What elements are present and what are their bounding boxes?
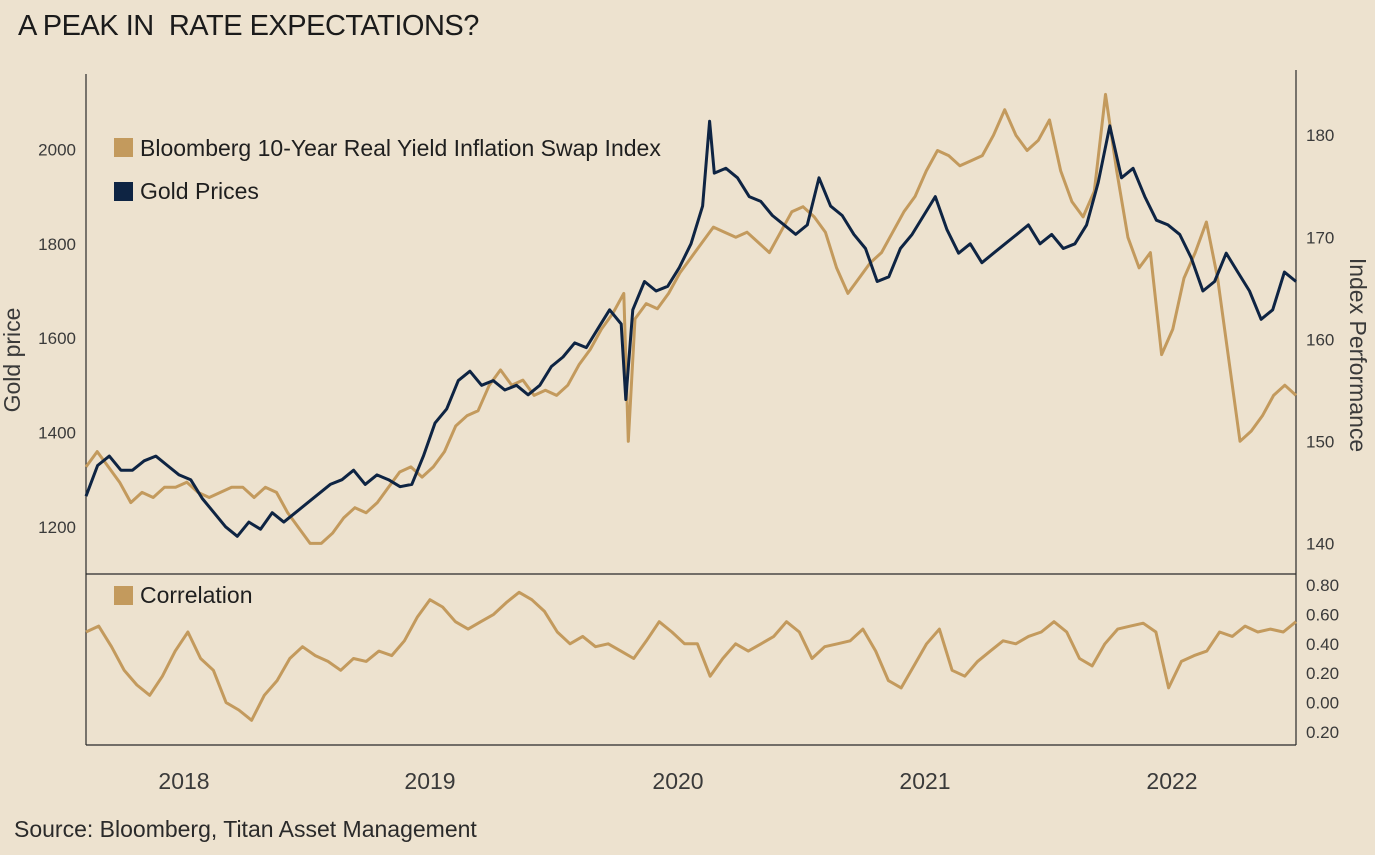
correlation-tick-label: 0.20 [1306, 723, 1339, 742]
x-tick-labels: 2018 2019 2020 2021 2022 [158, 768, 1197, 794]
legend-swatch-swap [114, 138, 133, 157]
correlation-tick-label: 0.60 [1306, 605, 1339, 624]
correlation-tick-label: 0.40 [1306, 635, 1339, 654]
gold-price-series-line [84, 119, 1297, 538]
left-tick-label: 1400 [38, 423, 76, 442]
right-tick-label: 170 [1306, 228, 1334, 247]
correlation-tick-label: 0.80 [1306, 576, 1339, 595]
correlation-series-line [85, 590, 1297, 722]
swap-index-series-line [84, 92, 1298, 545]
correlation-tick-label: 0.00 [1306, 694, 1339, 713]
left-tick-label: 2000 [38, 140, 76, 159]
right-tick-labels: 140 150 160 170 180 [1306, 126, 1334, 553]
legend-label-swap: Bloomberg 10-Year Real Yield Inflation S… [140, 135, 661, 161]
left-tick-label: 1200 [38, 518, 76, 537]
x-tick-label: 2022 [1146, 768, 1197, 794]
chart-title: A PEAK IN RATE EXPECTATIONS? [18, 10, 479, 42]
right-tick-label: 150 [1306, 432, 1334, 451]
correlation-tick-labels: 0.80 0.60 0.40 0.20 0.00 0.20 [1306, 576, 1339, 742]
left-tick-label: 1800 [38, 235, 76, 254]
x-tick-label: 2020 [652, 768, 703, 794]
legend-label-gold: Gold Prices [140, 178, 259, 204]
x-tick-label: 2018 [158, 768, 209, 794]
x-tick-label: 2019 [404, 768, 455, 794]
source-note: Source: Bloomberg, Titan Asset Managemen… [14, 816, 477, 842]
left-tick-label: 1600 [38, 329, 76, 348]
correlation-tick-label: 0.20 [1306, 664, 1339, 683]
left-axis-title: Gold price [0, 308, 25, 413]
right-axis-title: Index Performance [1345, 258, 1371, 452]
right-tick-label: 140 [1306, 534, 1334, 553]
right-tick-label: 180 [1306, 126, 1334, 145]
legend-swatch-gold [114, 182, 133, 201]
legend-label-correlation: Correlation [140, 582, 253, 608]
left-tick-labels: 1200 1400 1600 1800 2000 [38, 140, 76, 536]
x-tick-label: 2021 [899, 768, 950, 794]
right-tick-label: 160 [1306, 330, 1334, 349]
legend: Bloomberg 10-Year Real Yield Inflation S… [114, 135, 661, 608]
legend-swatch-correlation [114, 586, 133, 605]
